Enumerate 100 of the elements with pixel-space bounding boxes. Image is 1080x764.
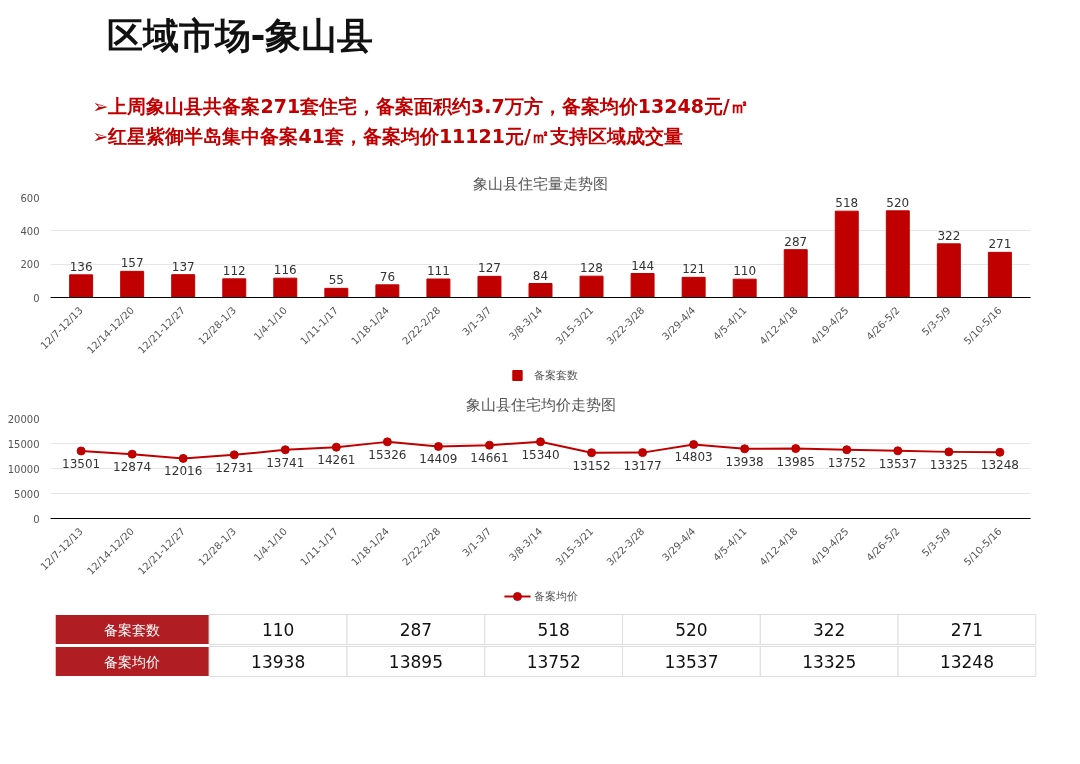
data-label: 15340 (521, 447, 560, 462)
y-tick-label: 400 (20, 225, 40, 237)
data-label: 13248 (980, 458, 1019, 473)
point (893, 446, 903, 456)
text: 322 (812, 620, 846, 640)
bar (426, 278, 451, 298)
data-label: 13537 (878, 456, 917, 471)
point (127, 449, 137, 459)
bar (630, 273, 655, 298)
point (995, 447, 1005, 457)
text: 520 (675, 620, 708, 640)
data-label: 76 (379, 269, 396, 284)
text: 区域市场-象山县 (106, 15, 374, 56)
data-label: 14803 (674, 450, 713, 465)
text: 13325 (802, 652, 857, 672)
data-label: 14261 (317, 453, 356, 468)
bar (732, 278, 757, 298)
text: 518 (537, 620, 570, 640)
text: 271 (950, 620, 984, 640)
data-label: 13501 (62, 456, 101, 471)
data-label: 13985 (776, 454, 815, 469)
y-tick-label: 0 (33, 292, 40, 304)
text: 110 (261, 620, 295, 640)
category-label: 备案均价 (104, 653, 161, 670)
bar (987, 251, 1012, 298)
data-label: 144 (631, 258, 655, 273)
data-label: 13177 (623, 458, 662, 473)
y-tick-label: 200 (20, 259, 40, 271)
category-label: 备案套数 (104, 621, 161, 638)
y-tick-label: 0 (33, 513, 40, 525)
data-label: 12016 (164, 464, 203, 479)
data-label: 287 (784, 234, 808, 249)
data-label: 111 (426, 264, 450, 278)
text: ➢红星紫御半岛集中备案41套，备案均价11121元/㎡支持区域成交量 (92, 124, 683, 147)
point (842, 445, 852, 455)
bar (273, 277, 298, 298)
data-label: 14661 (470, 451, 509, 466)
chart-title: 象山县住宅均价走势图 (465, 395, 616, 414)
point (433, 441, 443, 451)
text: ➢上周象山县共备案271套住宅，备案面积约3.7万方，备案均价13248元/㎡ (92, 94, 749, 117)
y-tick-label: 10000 (7, 463, 40, 475)
data-label: 13741 (266, 455, 305, 470)
bar (579, 275, 604, 298)
point (740, 444, 750, 454)
data-label: 157 (120, 256, 144, 271)
bar (120, 270, 145, 298)
y-tick-label: 5000 (14, 488, 40, 500)
bar (885, 210, 910, 298)
data-label: 121 (682, 262, 706, 277)
point (689, 439, 699, 449)
data-label: 55 (328, 273, 344, 288)
bar (375, 284, 400, 298)
text: 13895 (388, 652, 443, 672)
text: 287 (399, 620, 433, 640)
point (331, 442, 341, 452)
point (76, 446, 86, 456)
point (178, 453, 188, 463)
chart-title: 象山县住宅量走势图 (473, 174, 608, 193)
data-label: 13938 (725, 454, 764, 469)
data-label: 14409 (419, 452, 458, 467)
data-label: 13752 (827, 455, 866, 470)
legend-label: 备案套数 (534, 369, 579, 382)
bar (69, 274, 94, 298)
bar (171, 274, 196, 298)
data-label: 110 (733, 264, 757, 279)
data-label: 520 (886, 195, 910, 210)
data-label: 13325 (929, 457, 968, 472)
point (638, 448, 648, 458)
point (382, 437, 392, 447)
bar (834, 210, 859, 298)
data-label: 116 (273, 263, 297, 278)
point (484, 440, 494, 450)
point (587, 448, 597, 458)
bar (222, 278, 247, 298)
data-label: 518 (835, 196, 859, 211)
point (791, 444, 801, 454)
y-tick-label: 15000 (7, 438, 40, 450)
data-label: 137 (171, 259, 195, 274)
data-label: 84 (532, 268, 549, 283)
legend-label: 备案均价 (534, 590, 579, 603)
point (944, 447, 954, 457)
point (536, 437, 545, 447)
bar (681, 276, 706, 298)
bar (936, 243, 961, 298)
data-label: 127 (478, 261, 501, 276)
data-label: 322 (937, 228, 961, 243)
text: 13752 (526, 652, 581, 672)
bar (477, 275, 502, 298)
data-label: 12874 (113, 460, 152, 475)
bar (783, 249, 808, 298)
data-label: 12731 (215, 460, 254, 475)
data-label: 112 (222, 263, 246, 278)
data-label: 13152 (572, 458, 611, 473)
text: 13938 (251, 652, 306, 672)
data-label: 128 (580, 261, 603, 276)
bar (528, 283, 553, 298)
text: 13537 (664, 652, 719, 672)
bar (324, 287, 349, 298)
y-tick-label: 20000 (7, 413, 40, 425)
y-tick-label: 600 (20, 192, 40, 204)
